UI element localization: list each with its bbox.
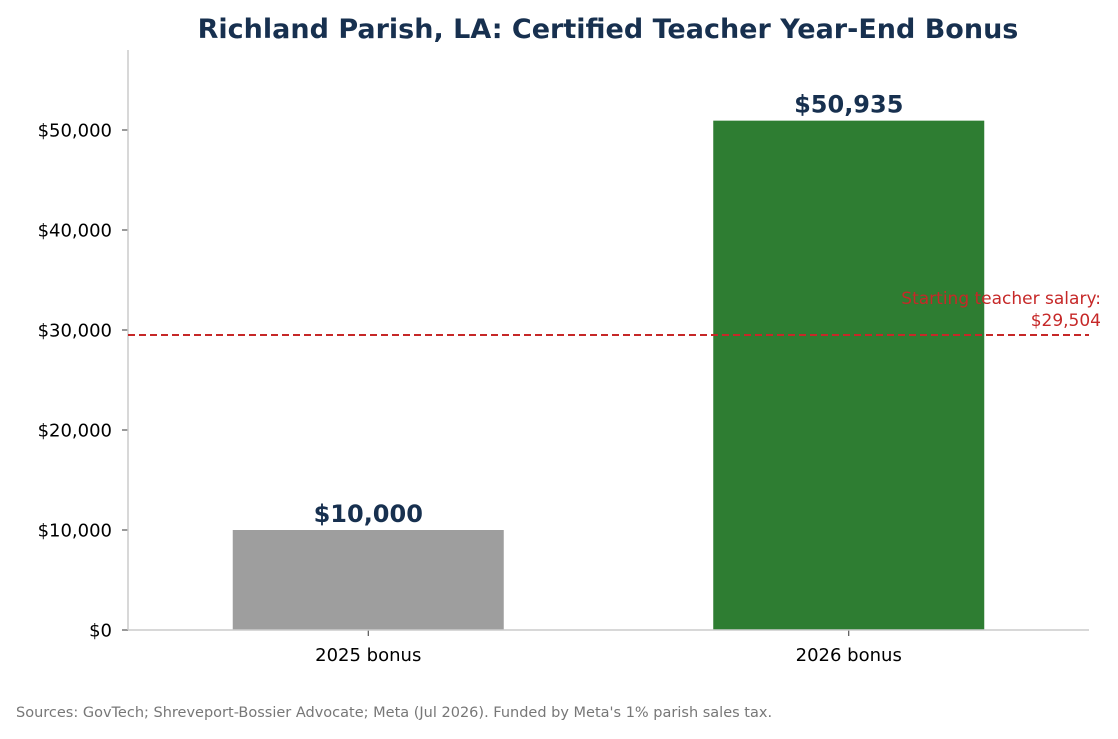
y-tick-label: $10,000 bbox=[38, 521, 112, 542]
plot-area: $10,000 2025 bonus $50,935 2026 bonus $0 $10,… bbox=[38, 50, 1101, 666]
x-tick-label: 2025 bonus bbox=[315, 645, 421, 666]
bar bbox=[713, 120, 985, 631]
y-tick-label: $50,000 bbox=[38, 121, 112, 142]
x-tick-label: 2026 bonus bbox=[796, 645, 902, 666]
bar-value-label: $10,000 bbox=[314, 500, 423, 528]
bar bbox=[232, 530, 504, 630]
source-note: Sources: GovTech; Shreveport-Bossier Adv… bbox=[16, 705, 773, 721]
starting-salary-label: Starting teacher salary: $29,504 bbox=[901, 289, 1101, 331]
y-tick-label: $20,000 bbox=[38, 421, 112, 442]
y-tick-label: $0 bbox=[89, 621, 112, 642]
bar-value-label: $50,935 bbox=[794, 91, 903, 119]
chart-title: Richland Parish, LA: Certified Teacher Y… bbox=[198, 14, 1019, 45]
y-tick-label: $30,000 bbox=[38, 321, 112, 342]
y-tick-label: $40,000 bbox=[38, 221, 112, 242]
